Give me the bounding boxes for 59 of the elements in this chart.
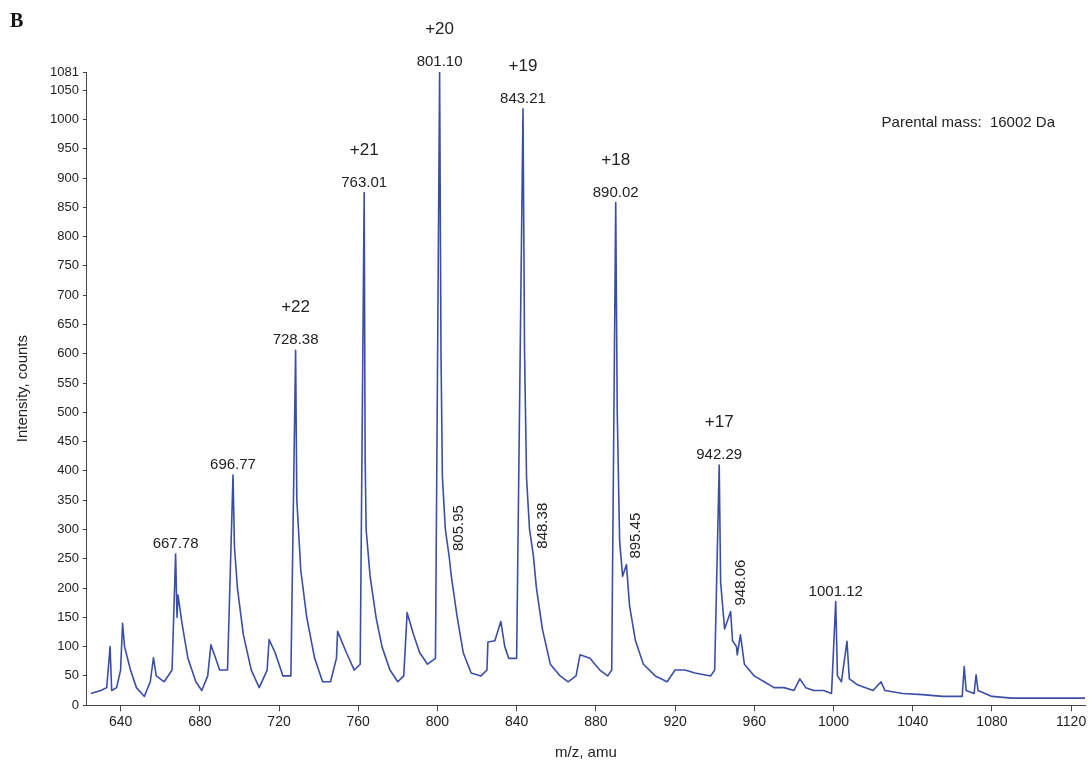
- x-tick-label: 840: [504, 713, 529, 730]
- x-tick-label: 960: [742, 713, 767, 730]
- x-tick-label: 1080: [976, 713, 1008, 730]
- y-tick-label: 1050: [50, 81, 79, 97]
- x-tick-label: 1120: [1056, 713, 1087, 730]
- y-tick-label: 1081: [50, 63, 79, 79]
- annotation: 763.01: [341, 172, 388, 190]
- y-axis-title: Intensity, counts: [13, 334, 31, 443]
- x-tick-label: 1040: [897, 713, 929, 730]
- annotation: 942.29: [696, 445, 743, 463]
- annotation: 843.21: [500, 88, 546, 106]
- x-tick-label: 920: [663, 713, 687, 730]
- y-tick-label: 900: [57, 169, 79, 185]
- annotation: 895.45: [626, 512, 644, 559]
- y-tick-label: 650: [57, 316, 79, 332]
- x-tick-label: 720: [267, 713, 291, 730]
- annotation: 696.77: [210, 455, 256, 472]
- x-tick-label: 880: [584, 713, 608, 730]
- y-tick-label: 600: [57, 345, 79, 361]
- y-tick-label: 450: [57, 433, 79, 449]
- y-tick-label: 500: [57, 403, 79, 419]
- annotation: +20: [425, 19, 455, 38]
- annotation: 848.38: [533, 502, 551, 549]
- annotation: 728.38: [272, 330, 319, 348]
- y-tick-label: 850: [57, 198, 79, 214]
- y-tick-label: 700: [57, 286, 79, 302]
- y-tick-label: 350: [57, 491, 79, 507]
- y-tick-label: 100: [57, 638, 79, 654]
- x-tick-label: 1000: [817, 713, 850, 730]
- annotation: +22: [281, 297, 311, 317]
- y-tick-label: 300: [57, 521, 79, 537]
- annotation: 1001.12: [808, 581, 863, 599]
- y-tick-label: 750: [57, 257, 79, 273]
- y-tick-label: 0: [71, 696, 79, 712]
- y-tick-label: 400: [57, 462, 79, 478]
- y-tick-label: 1000: [50, 111, 79, 127]
- y-tick-label: 250: [57, 550, 79, 566]
- y-tick-label: 950: [57, 140, 79, 156]
- y-tick-label: 50: [64, 667, 79, 683]
- y-tick-label: 550: [57, 374, 79, 390]
- x-tick-label: 640: [108, 713, 133, 730]
- annotation: 667.78: [152, 534, 199, 552]
- annotation: +17: [704, 412, 734, 432]
- annotation: 805.95: [449, 505, 467, 551]
- annotation: +19: [508, 55, 538, 75]
- x-axis-title: m/z, amu: [555, 743, 617, 761]
- annotation: Parental mass: 16002 Da: [881, 113, 1056, 130]
- y-tick-label: 200: [57, 579, 79, 595]
- annotation: +21: [349, 139, 379, 159]
- annotation: +18: [601, 149, 631, 169]
- annotation: 948.06: [730, 559, 748, 606]
- y-tick-label: 150: [57, 608, 79, 624]
- annotation: 801.10: [416, 52, 463, 69]
- y-tick-label: 800: [57, 228, 79, 244]
- x-tick-label: 680: [188, 713, 212, 730]
- chart-title: B: [10, 9, 24, 32]
- x-tick-label: 800: [425, 713, 450, 730]
- x-tick-label: 760: [346, 713, 371, 730]
- annotation: 890.02: [592, 182, 639, 200]
